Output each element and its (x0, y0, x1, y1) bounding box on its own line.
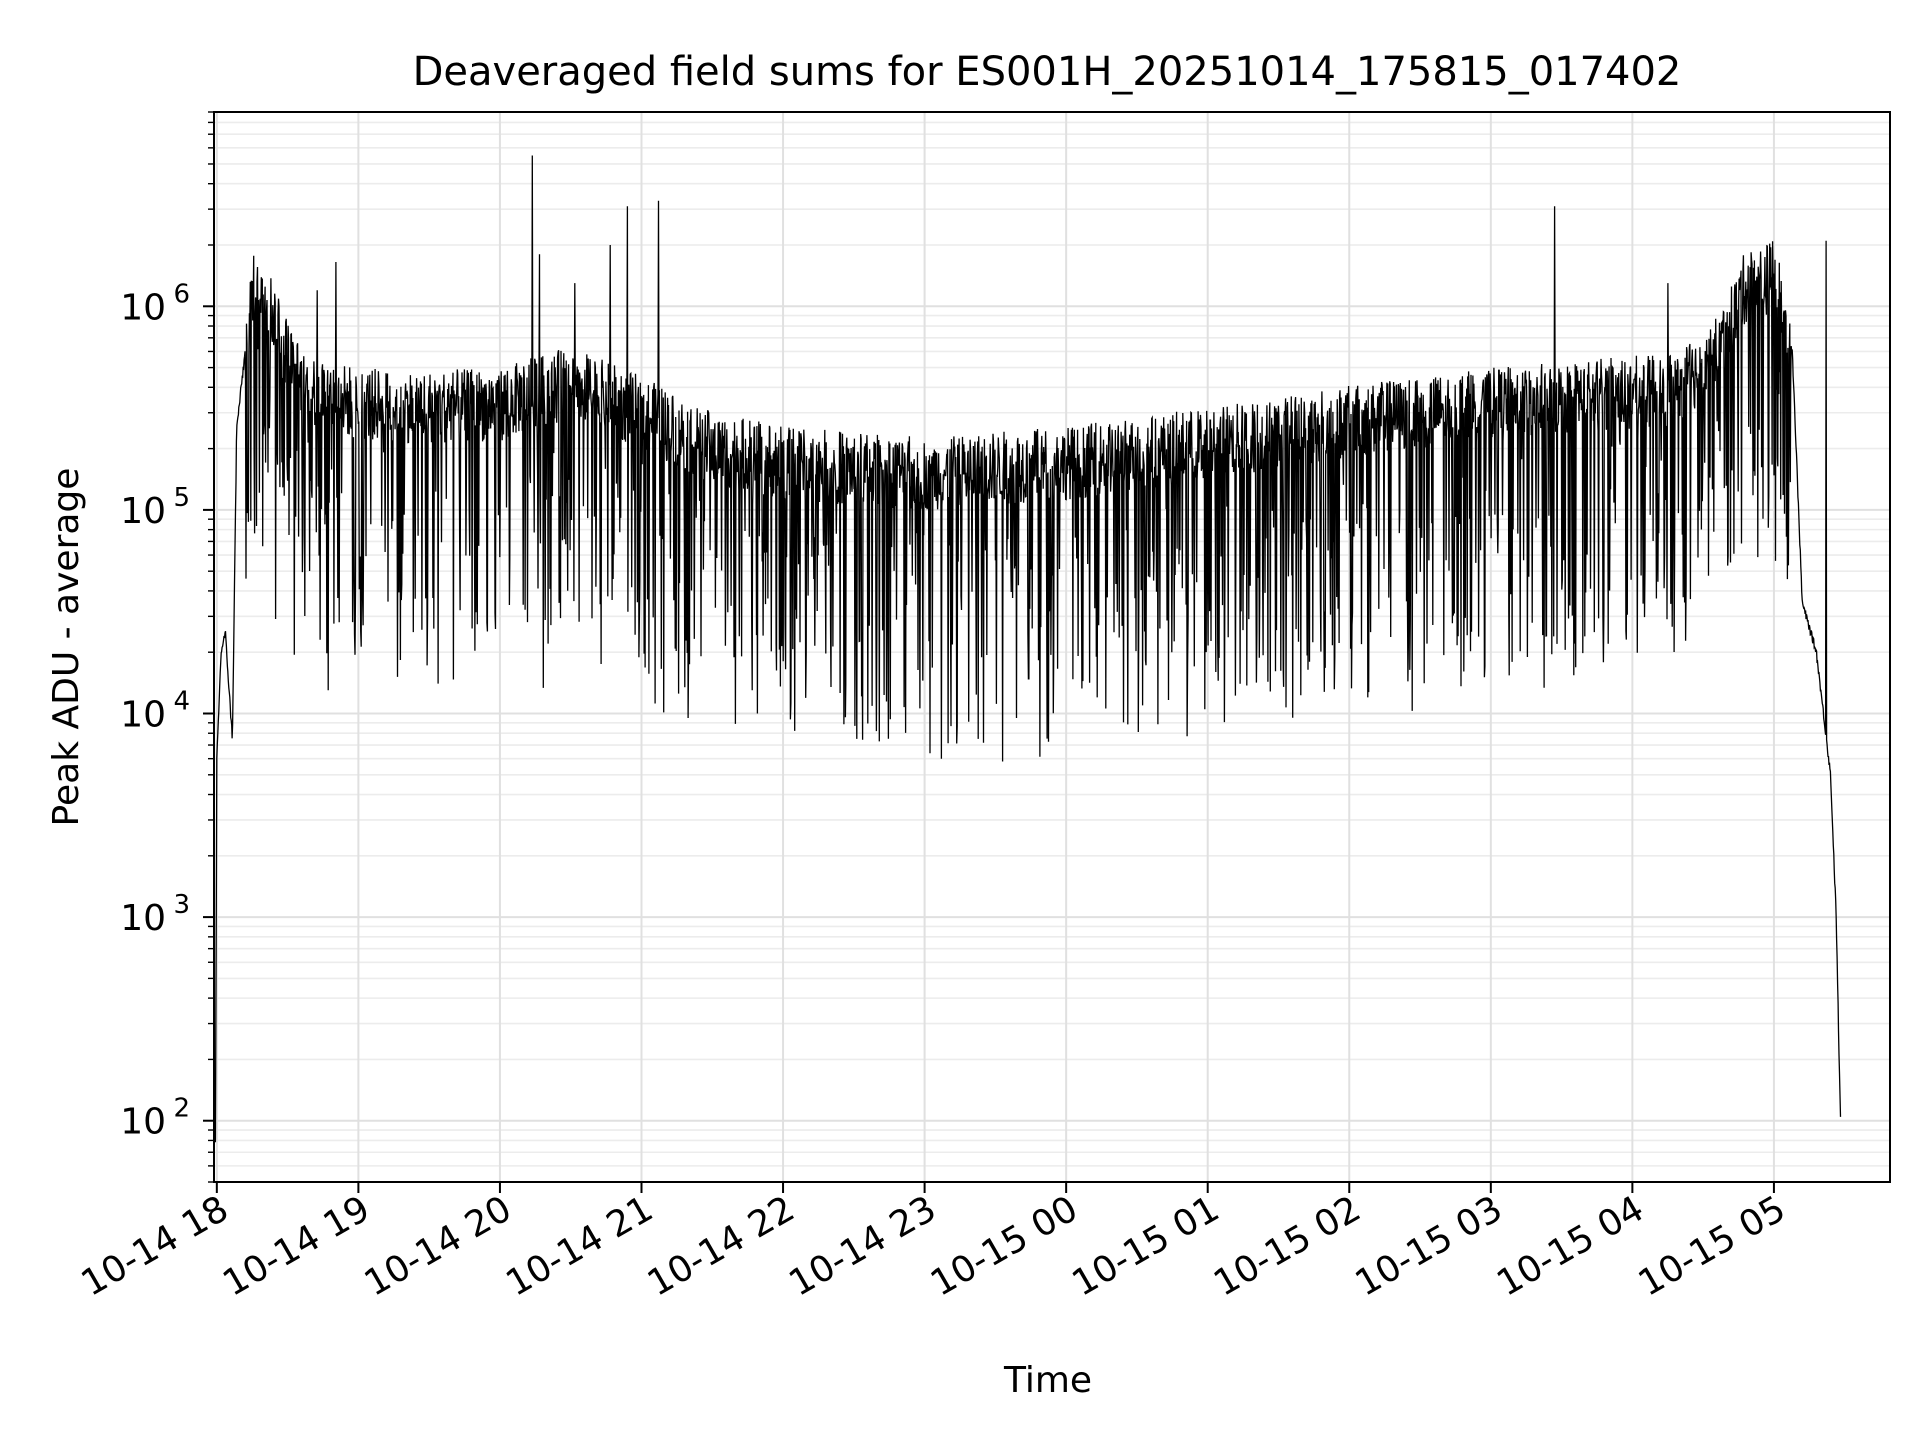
plot-area (214, 155, 1842, 1143)
y-axis-label: Peak ADU - average (46, 468, 87, 827)
y-tick-base: 10 (120, 491, 166, 532)
y-tick-label: 10 4 (120, 686, 190, 735)
y-tick-exponent: 6 (173, 279, 190, 309)
y-tick-base: 10 (120, 898, 166, 939)
axes-frame (213, 111, 1891, 1183)
y-tick-label: 10 6 (120, 279, 190, 328)
chart-title: Deaveraged field sums for ES001H_2025101… (413, 49, 1682, 95)
series-line (214, 155, 1842, 1143)
y-tick-label: 10 2 (120, 1094, 190, 1143)
y-tick-exponent: 5 (173, 483, 190, 513)
grid-minor (214, 111, 1890, 1183)
y-tick-exponent: 2 (173, 1094, 190, 1124)
y-tick-label: 10 5 (120, 483, 190, 532)
y-tick-base: 10 (120, 1102, 166, 1143)
x-axis-label: Time (1003, 1360, 1092, 1401)
y-tick-label: 10 3 (120, 890, 190, 939)
y-tick-base: 10 (120, 287, 166, 328)
y-tick-exponent: 3 (173, 890, 190, 920)
y-tick-exponent: 4 (173, 686, 190, 716)
y-tick-base: 10 (120, 694, 166, 735)
